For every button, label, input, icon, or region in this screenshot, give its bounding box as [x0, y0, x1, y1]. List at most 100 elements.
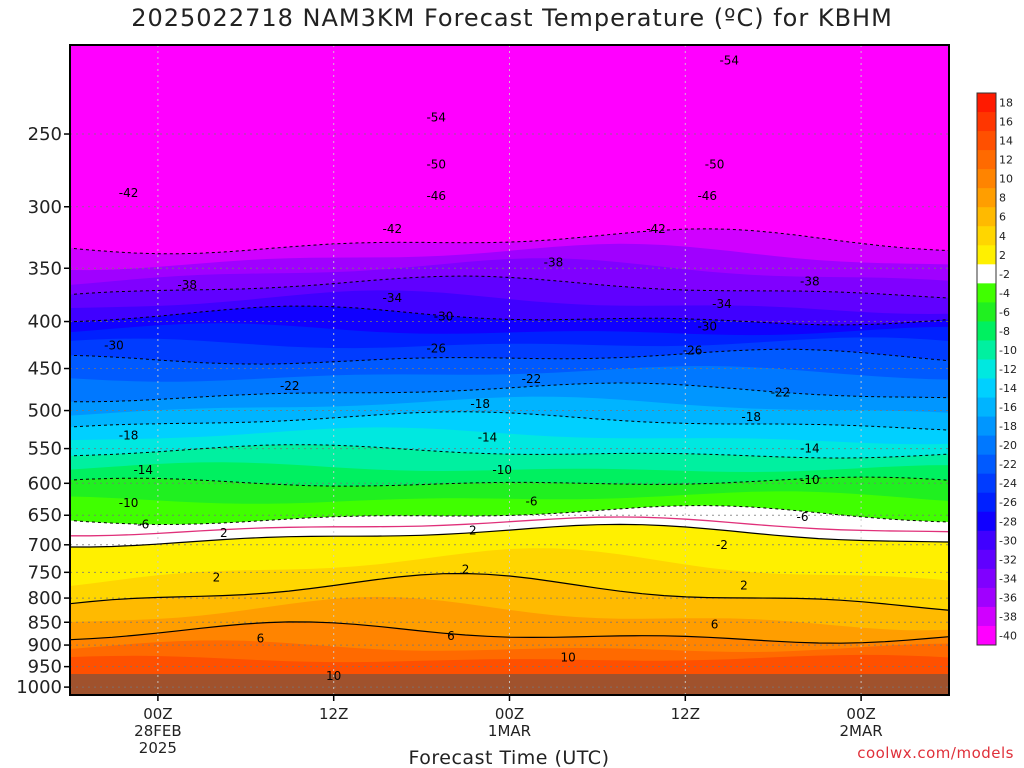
y-axis: 2503003504004505005506006507007508008509…: [16, 124, 70, 698]
y-tick-label: 550: [28, 439, 62, 460]
colorbar-label: -34: [999, 572, 1017, 585]
contour-label: 2: [213, 571, 221, 585]
contour-label: -42: [646, 222, 666, 236]
y-tick-label: 300: [28, 197, 62, 218]
y-tick-label: 700: [28, 535, 62, 556]
contour-label: -46: [697, 189, 717, 203]
contour-label: -42: [382, 222, 402, 236]
colorbar-label: -22: [999, 458, 1017, 471]
colorbar-swatch: [977, 397, 996, 418]
contour-label: -38: [177, 278, 197, 292]
colorbar-legend: 18 16 14 12 10 8 6 4 2 -2 -4 -6 -8 -10 -12 -14 -16 -18 -20…: [976, 92, 1017, 646]
contour-label: -22: [522, 372, 542, 386]
contour-label: 10: [560, 650, 575, 664]
colorbar-label: -4: [999, 287, 1010, 300]
colorbar-swatch: [977, 188, 996, 208]
colorbar-swatch: [977, 131, 996, 151]
y-tick-label: 350: [28, 258, 62, 279]
contour-label: -10: [492, 463, 512, 477]
y-tick-label: 450: [28, 359, 62, 380]
x-tick-label: 28FEB: [134, 722, 181, 740]
contour-labels: -54 -54 -50 -50 -46 -46 -42 -42 -42 -38 -38 -38 -34 -…: [104, 54, 820, 683]
colorbar-swatch: [977, 93, 996, 113]
y-tick-label: 1000: [16, 677, 62, 698]
colorbar-swatch: [977, 207, 996, 227]
colorbar-label: -24: [999, 477, 1017, 490]
y-tick-label: 800: [28, 588, 62, 609]
colorbar-label: 8: [999, 192, 1006, 205]
contour-label: -6: [137, 517, 149, 531]
contour-label: -34: [382, 291, 402, 305]
colorbar-swatch: [977, 378, 996, 399]
colorbar-label: 18: [999, 97, 1013, 110]
y-tick-label: 750: [28, 562, 62, 583]
colorbar-swatch: [977, 302, 996, 322]
colorbar-label: -10: [999, 344, 1017, 357]
y-tick-label: 600: [28, 473, 62, 494]
contour-label: -18: [470, 397, 490, 411]
contour-label: -22: [280, 379, 300, 393]
colorbar-swatch: [977, 264, 996, 284]
y-tick-label: 950: [28, 657, 62, 678]
colorbar-label: -12: [999, 363, 1017, 376]
colorbar-swatch: [977, 511, 996, 532]
contour-label: -42: [119, 186, 139, 200]
colorbar-frame: [976, 92, 997, 646]
temperature-fill-bands: [70, 45, 949, 695]
colorbar-swatch: [977, 454, 996, 475]
contour-label: 6: [257, 631, 265, 645]
colorbar-label: -28: [999, 515, 1017, 528]
x-tick-label: 00Z: [846, 705, 875, 723]
colorbar-label: -30: [999, 534, 1017, 547]
colorbar-label: 6: [999, 211, 1006, 224]
colorbar-label: -8: [999, 325, 1010, 338]
colorbar-swatch: [977, 169, 996, 189]
x-tick-label: 12Z: [319, 705, 348, 723]
contour-label: -38: [544, 256, 564, 270]
colorbar-swatch: [977, 321, 996, 341]
y-tick-label: 850: [28, 612, 62, 633]
contour-label: -34: [712, 297, 732, 311]
contour-label: -54: [426, 111, 446, 125]
contour-label: -10: [800, 473, 820, 487]
colorbar-swatch: [977, 340, 996, 360]
contour-label: -30: [104, 339, 124, 353]
contour-label: -22: [771, 386, 791, 400]
contour-label: -46: [426, 189, 446, 203]
colorbar-label: 16: [999, 116, 1013, 129]
contour-label: -14: [800, 442, 820, 456]
colorbar-label: -18: [999, 420, 1017, 433]
colorbar-label: 4: [999, 230, 1006, 243]
colorbar-swatch: [977, 625, 996, 646]
y-tick-label: 500: [28, 401, 62, 422]
colorbar-swatch: [977, 416, 996, 437]
contour-label: 2: [220, 526, 228, 540]
contour-label: 2: [469, 523, 477, 537]
contour-label: -2: [716, 538, 728, 552]
contour-label: 6: [711, 618, 719, 632]
freezing-line: [70, 516, 949, 537]
x-tick-label: 00Z: [495, 705, 524, 723]
contour-label: -26: [683, 343, 703, 357]
x-axis-label: Forecast Time (UTC): [409, 747, 610, 768]
contour-label: -30: [434, 310, 454, 324]
colorbar-label: -20: [999, 439, 1017, 452]
colorbar-label: -6: [999, 306, 1010, 319]
colorbar-label: -40: [999, 629, 1017, 642]
contour-label: -26: [426, 342, 446, 356]
colorbar-label: 12: [999, 154, 1013, 167]
colorbar-swatch: [977, 359, 996, 380]
colorbar-swatch: [977, 549, 996, 570]
contour-label: 2: [740, 578, 748, 592]
colorbar-label: 2: [999, 249, 1006, 262]
x-tick-label: 1MAR: [488, 722, 531, 740]
x-tick-label: 2025: [139, 739, 177, 757]
chart-title: 2025022718 NAM3KM Forecast Temperature (…: [131, 4, 893, 32]
colorbar-swatch: [977, 226, 996, 246]
colorbar-label: -38: [999, 610, 1017, 623]
colorbar-swatch: [977, 150, 996, 170]
contour-lines: [70, 228, 949, 644]
contour-label: -50: [705, 158, 725, 172]
